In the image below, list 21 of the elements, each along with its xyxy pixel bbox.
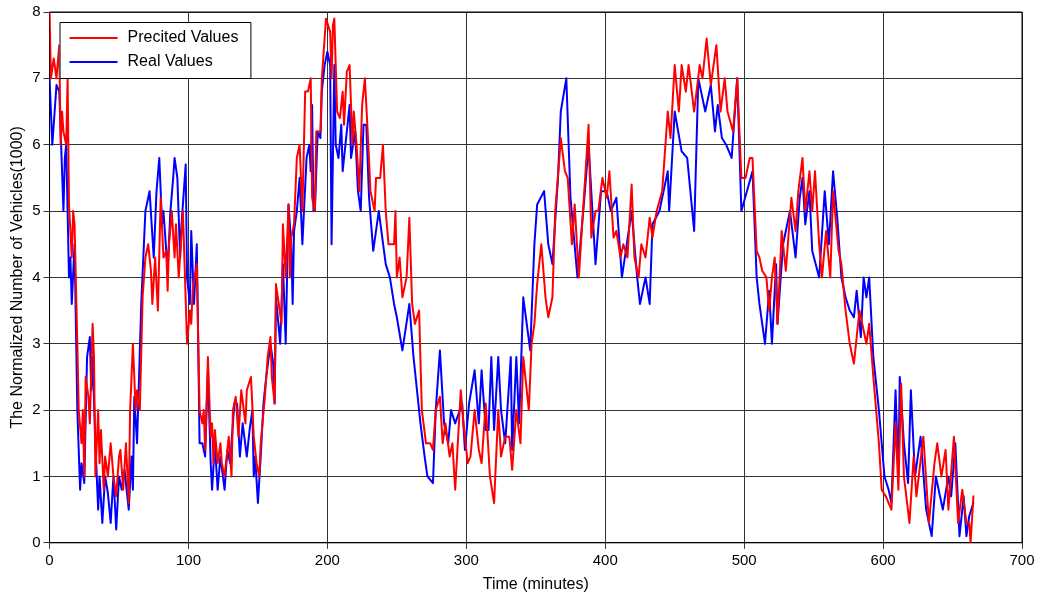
y-tick-label: 7 <box>32 68 41 86</box>
x-tick-label: 300 <box>453 550 479 568</box>
y-tick-label: 2 <box>32 400 41 418</box>
y-tick-label: 4 <box>32 267 41 285</box>
y-tick-label: 0 <box>32 532 41 550</box>
x-tick-label: 600 <box>870 550 896 568</box>
y-tick-label: 3 <box>32 333 41 351</box>
x-tick-label: 500 <box>731 550 757 568</box>
x-tick-label: 100 <box>175 550 201 568</box>
x-tick-label: 200 <box>314 550 340 568</box>
y-tick-label: 6 <box>32 134 41 152</box>
legend-label: Precited Values <box>127 28 239 46</box>
y-tick-label: 8 <box>32 2 41 20</box>
x-tick-label: 400 <box>592 550 618 568</box>
legend-label: Real Values <box>127 52 213 70</box>
y-tick-label: 5 <box>32 201 41 219</box>
y-tick-label: 1 <box>32 466 41 484</box>
x-axis-title: Time (minutes) <box>482 574 589 592</box>
y-axis-title: The Normalized Number of Vehicles(1000) <box>8 126 26 429</box>
x-tick-label: 700 <box>1009 550 1035 568</box>
x-tick-label: 0 <box>45 550 54 568</box>
